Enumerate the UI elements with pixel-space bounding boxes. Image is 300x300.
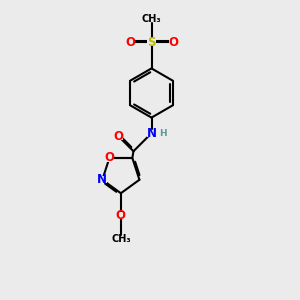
Text: O: O xyxy=(168,35,178,49)
Bar xyxy=(147,130,156,137)
Text: O: O xyxy=(116,209,126,222)
Bar xyxy=(117,212,125,219)
Text: O: O xyxy=(114,130,124,143)
Bar xyxy=(126,38,134,46)
Text: N: N xyxy=(97,173,107,186)
Bar xyxy=(114,133,123,140)
Text: CH₃: CH₃ xyxy=(142,14,161,24)
Text: CH₃: CH₃ xyxy=(111,234,131,244)
Text: S: S xyxy=(147,35,156,49)
Text: H: H xyxy=(159,129,167,138)
Text: O: O xyxy=(125,35,135,49)
Bar xyxy=(169,38,177,46)
Bar xyxy=(98,176,106,183)
Bar xyxy=(105,154,114,162)
Text: N: N xyxy=(146,127,157,140)
Bar xyxy=(147,38,156,46)
Text: O: O xyxy=(104,152,114,164)
